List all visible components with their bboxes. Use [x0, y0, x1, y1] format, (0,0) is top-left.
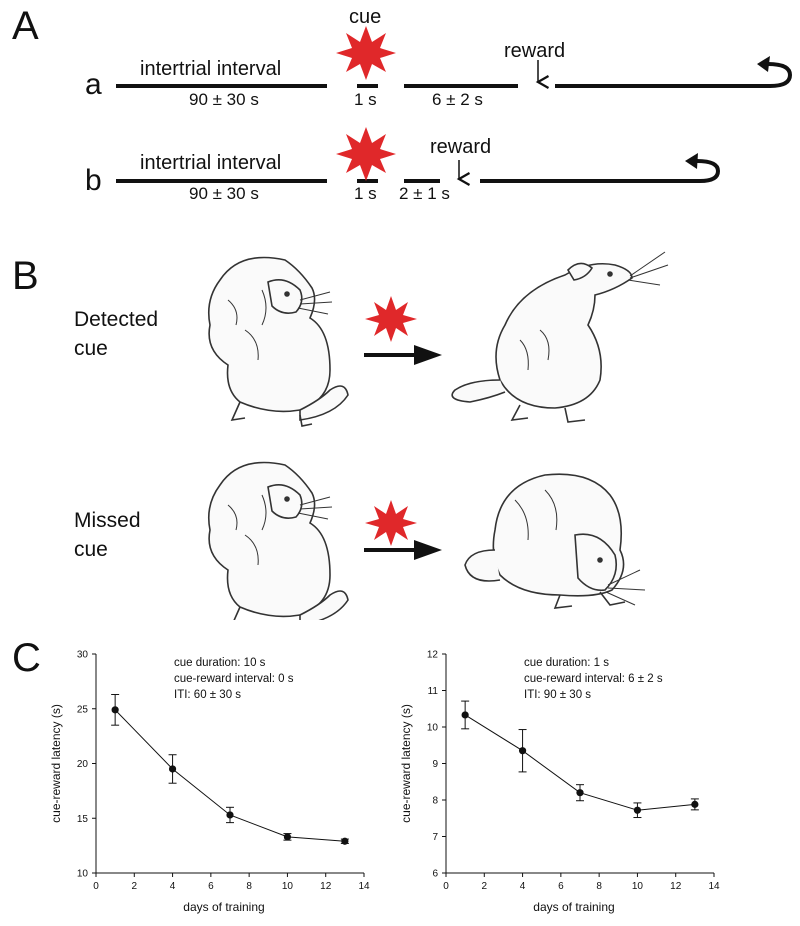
- data-point: [168, 765, 177, 773]
- y-tick-label: 9: [432, 759, 438, 770]
- data-point: [691, 800, 699, 808]
- annotation-line: ITI: 60 ± 30 s: [174, 689, 241, 701]
- grooming-rat-illustration-2: [207, 461, 349, 620]
- annotation-line: cue duration: 1 s: [524, 657, 609, 669]
- missed-cue-label: Missed cue: [74, 506, 141, 564]
- x-tick-label: 2: [482, 881, 488, 892]
- y-tick-label: 25: [77, 704, 89, 715]
- y-tick-label: 8: [432, 796, 438, 807]
- rat-illustrations: [207, 251, 669, 620]
- row-b-iti-title: intertrial interval: [140, 152, 282, 174]
- data-point: [633, 806, 642, 814]
- x-tick-label: 10: [632, 881, 644, 892]
- data-point: [461, 711, 469, 719]
- x-tick-label: 8: [246, 881, 252, 892]
- row-a-iti-title: intertrial interval: [140, 58, 282, 80]
- data-point: [576, 789, 584, 797]
- latency-chart-1s-cue: 6 7 8 9 10 11 12 0 2 4 6 8 10 12 14 days of training cue…: [399, 650, 720, 915]
- data-point: [226, 811, 234, 819]
- row-b-cue-duration: 1 s: [354, 184, 377, 203]
- row-b-delay: 2 ± 1 s: [399, 184, 450, 203]
- y-tick-label: 12: [427, 650, 439, 661]
- detected-cue-line2: cue: [74, 337, 108, 360]
- panel-label-b: B: [12, 254, 39, 298]
- panel-label-c: C: [12, 636, 41, 680]
- missed-cue-star-icon: [365, 500, 417, 546]
- y-axis-label: cue-reward latency (s): [49, 704, 63, 823]
- row-b-cue-star-icon: [336, 127, 396, 181]
- x-tick-label: 2: [132, 881, 138, 892]
- x-axis-label: days of training: [533, 900, 614, 914]
- y-tick-label: 20: [77, 759, 89, 770]
- row-a-iti-value: 90 ± 30 s: [189, 90, 259, 109]
- data-point: [111, 706, 119, 714]
- x-axis-label: days of training: [183, 900, 264, 914]
- data-point: [518, 747, 527, 755]
- row-b-loop-arrowhead: [685, 153, 698, 169]
- row-b-label: b: [85, 164, 102, 197]
- x-tick-label: 8: [596, 881, 602, 892]
- row-a-cue-label: cue: [349, 6, 382, 28]
- timeline-diagram: [116, 26, 793, 186]
- row-b-reward-label: reward: [430, 136, 492, 158]
- y-tick-label: 10: [427, 723, 439, 734]
- x-tick-label: 14: [358, 881, 370, 892]
- detected-cue-arrowhead: [414, 345, 442, 365]
- y-tick-label: 7: [432, 832, 438, 843]
- missed-cue-arrowhead: [414, 540, 442, 560]
- x-tick-label: 12: [670, 881, 682, 892]
- x-tick-label: 14: [708, 881, 720, 892]
- y-tick-label: 6: [432, 869, 438, 880]
- row-a-reward-label: reward: [504, 40, 566, 62]
- grooming-rat-illustration-1: [207, 256, 349, 427]
- row-a-loop-arrow: [767, 62, 793, 88]
- x-tick-label: 4: [170, 881, 176, 892]
- x-tick-label: 10: [282, 881, 294, 892]
- y-tick-label: 30: [77, 650, 89, 661]
- detected-cue-line1: Detected: [74, 308, 159, 331]
- x-tick-label: 6: [208, 881, 214, 892]
- row-b-loop-arrow: [696, 159, 721, 183]
- eating-rat-illustration: [464, 473, 646, 609]
- data-point: [283, 833, 292, 841]
- latency-chart-10s-cue: 10 15 20 25 30 0 2 4 6 8 10 12 14 days of training cue…: [49, 650, 370, 915]
- row-b-iti-value: 90 ± 30 s: [189, 184, 259, 203]
- row-a-label: a: [85, 68, 102, 101]
- data-point: [341, 837, 349, 845]
- x-tick-label: 12: [320, 881, 332, 892]
- missed-cue-line1: Missed: [74, 509, 141, 532]
- y-tick-label: 11: [428, 686, 439, 697]
- row-a-cue-star-icon: [336, 26, 396, 80]
- row-a-cue-duration: 1 s: [354, 90, 377, 109]
- alert-rat-illustration: [451, 251, 669, 423]
- annotation-line: cue-reward interval: 0 s: [174, 673, 294, 685]
- x-tick-label: 0: [93, 881, 99, 892]
- detected-cue-star-icon: [365, 296, 417, 342]
- y-axis-label: cue-reward latency (s): [399, 704, 413, 823]
- annotation-line: ITI: 90 ± 30 s: [524, 689, 591, 701]
- row-a-loop-arrowhead: [757, 56, 770, 72]
- x-tick-label: 0: [443, 881, 449, 892]
- x-tick-label: 6: [558, 881, 564, 892]
- detected-cue-label: Detected cue: [74, 305, 158, 363]
- annotation-line: cue-reward interval: 6 ± 2 s: [524, 673, 663, 685]
- panel-label-a: A: [12, 4, 39, 48]
- row-a-delay: 6 ± 2 s: [432, 90, 483, 109]
- annotation-line: cue duration: 10 s: [174, 657, 266, 669]
- x-tick-label: 4: [520, 881, 526, 892]
- missed-cue-line2: cue: [74, 538, 108, 561]
- y-tick-label: 10: [77, 869, 89, 880]
- y-tick-label: 15: [77, 814, 89, 825]
